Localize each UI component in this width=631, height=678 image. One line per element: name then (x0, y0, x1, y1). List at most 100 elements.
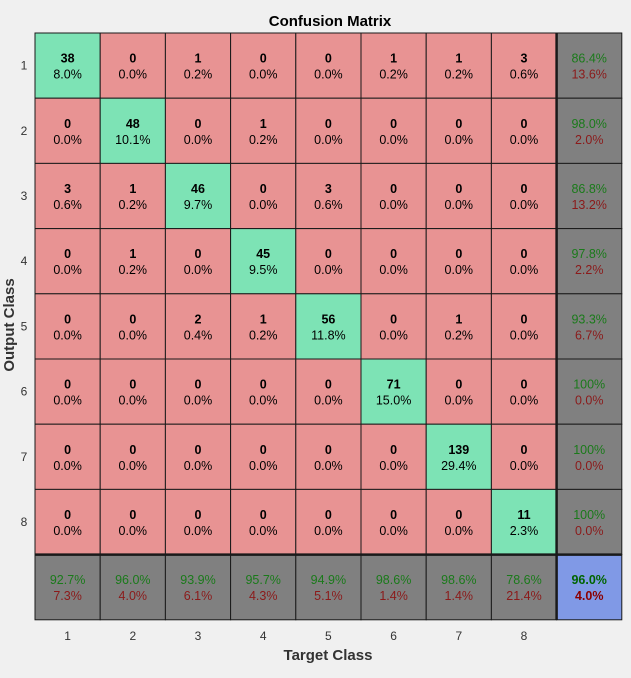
cell-r2-c2-percent: 10.1% (115, 133, 150, 147)
cell-r4-c4-value: 45 (256, 247, 270, 261)
x-tick-label-6: 6 (390, 629, 397, 643)
cell-r4-c5-percent: 0.0% (314, 263, 343, 277)
cell-r2-c8-percent: 0.0% (510, 133, 539, 147)
cell-r5-c3 (164, 293, 232, 360)
cell-r7-c8-percent: 0.0% (510, 459, 539, 473)
cell-r4-c6-value: 0 (390, 247, 397, 261)
cell-r5-c4-percent: 0.2% (249, 328, 278, 342)
cell-r3-c3 (164, 162, 232, 230)
cell-r1-c2-percent: 0.0% (119, 68, 148, 82)
col-summary-1-percent: 7.3% (53, 589, 82, 603)
col-summary-4-percent: 4.3% (249, 589, 278, 603)
cell-r5-c4 (230, 293, 297, 360)
cell-r6-c8 (490, 358, 558, 425)
cell-r8-c5-value: 0 (325, 508, 332, 522)
cell-r6-c5-value: 0 (325, 378, 332, 392)
cell-r2-c2-value: 48 (126, 117, 140, 131)
cell-r3-c2-percent: 0.2% (119, 198, 148, 212)
col-summary-7-percent: 1.4% (445, 589, 474, 603)
cell-r8-c4-value: 0 (260, 508, 267, 522)
cell-r7-c8-value: 0 (521, 443, 528, 457)
cell-r7-c1-value: 0 (64, 443, 71, 457)
x-tick-label-4: 4 (260, 629, 267, 643)
cell-r8-c7-value: 0 (455, 508, 462, 522)
cell-r8-c1 (34, 488, 101, 556)
cell-r8-c1-percent: 0.0% (53, 524, 82, 538)
cell-r8-c3 (164, 488, 232, 556)
col-summary-2-value: 96.0% (115, 573, 150, 587)
cell-r6-c6 (360, 358, 427, 425)
cell-r8-c7-percent: 0.0% (445, 524, 474, 538)
col-summary-8-value: 78.6% (506, 573, 541, 587)
cell-r7-c3-percent: 0.0% (184, 459, 213, 473)
x-tick-label-7: 7 (455, 629, 462, 643)
cell-r7-c4-value: 0 (260, 443, 267, 457)
cell-r3-c1 (34, 162, 101, 230)
cell-r4-c3 (164, 228, 232, 295)
matrix-grid: 388.0%00.0%10.2%00.0%00.0%10.2%10.2%30.6… (21, 32, 623, 643)
row-summary-4 (556, 228, 623, 295)
col-summary-7 (425, 554, 492, 621)
cell-r7-c6 (360, 423, 427, 490)
cell-r2-c5-value: 0 (325, 117, 332, 131)
cell-r5-c2-value: 0 (129, 312, 136, 326)
cell-r1-c3-percent: 0.2% (184, 68, 213, 82)
cell-r7-c7-value: 139 (448, 443, 469, 457)
cell-r1-c5-percent: 0.0% (314, 68, 343, 82)
y-tick-label-7: 7 (21, 450, 28, 464)
col-summary-8-percent: 21.4% (506, 589, 541, 603)
cell-r3-c6 (360, 162, 427, 230)
cell-r7-c5 (295, 423, 362, 490)
cell-r4-c7-value: 0 (455, 247, 462, 261)
cell-r1-c7-value: 1 (455, 52, 462, 66)
cell-r2-c1-percent: 0.0% (53, 133, 82, 147)
cell-r1-c8 (490, 32, 558, 99)
cell-r3-c3-value: 46 (191, 182, 205, 196)
cell-r6-c4-percent: 0.0% (249, 394, 278, 408)
cell-r2-c4 (230, 97, 297, 164)
cell-r4-c2-percent: 0.2% (119, 263, 148, 277)
col-summary-8 (490, 554, 558, 621)
cell-r4-c7 (425, 228, 492, 295)
col-summary-5 (295, 554, 362, 621)
cell-r2-c3-percent: 0.0% (184, 133, 213, 147)
cell-r3-c4 (230, 162, 297, 230)
cell-r2-c7-value: 0 (455, 117, 462, 131)
cell-r3-c8 (490, 162, 558, 230)
cell-r6-c7-percent: 0.0% (445, 394, 474, 408)
cell-r1-c6-percent: 0.2% (379, 68, 408, 82)
y-tick-label-8: 8 (21, 515, 28, 529)
row-summary-2 (556, 97, 623, 164)
cell-r3-c8-percent: 0.0% (510, 198, 539, 212)
cell-r6-c3-percent: 0.0% (184, 394, 213, 408)
x-tick-label-2: 2 (129, 629, 136, 643)
cell-r1-c6 (360, 32, 427, 99)
cell-r6-c6-percent: 15.0% (376, 394, 411, 408)
cell-r4-c3-percent: 0.0% (184, 263, 213, 277)
cell-r5-c1-value: 0 (64, 312, 71, 326)
col-summary-7-value: 98.6% (441, 573, 476, 587)
cell-r3-c8-value: 0 (521, 182, 528, 196)
cell-r4-c5-value: 0 (325, 247, 332, 261)
cell-r3-c1-value: 3 (64, 182, 71, 196)
cell-r5-c1 (34, 293, 101, 360)
cell-r5-c8-percent: 0.0% (510, 328, 539, 342)
cell-r6-c8-value: 0 (521, 378, 528, 392)
row-summary-5-percent: 6.7% (575, 328, 604, 342)
cell-r3-c7-percent: 0.0% (445, 198, 474, 212)
cell-r3-c6-percent: 0.0% (379, 198, 408, 212)
cell-r6-c3-value: 0 (195, 378, 202, 392)
cell-r7-c7-percent: 29.4% (441, 459, 476, 473)
x-axis-label: Target Class (284, 647, 373, 664)
cell-r5-c6-value: 0 (390, 312, 397, 326)
row-summary-3 (556, 162, 623, 230)
cell-r2-c1-value: 0 (64, 117, 71, 131)
cell-r6-c2-percent: 0.0% (119, 394, 148, 408)
overall-summary-value: 96.0% (571, 573, 606, 587)
row-summary-2-value: 98.0% (571, 117, 606, 131)
cell-r5-c1-percent: 0.0% (53, 328, 82, 342)
cell-r3-c4-value: 0 (260, 182, 267, 196)
x-tick-label-3: 3 (195, 629, 202, 643)
cell-r1-c8-value: 3 (521, 52, 528, 66)
row-summary-3-value: 86.8% (571, 182, 606, 196)
